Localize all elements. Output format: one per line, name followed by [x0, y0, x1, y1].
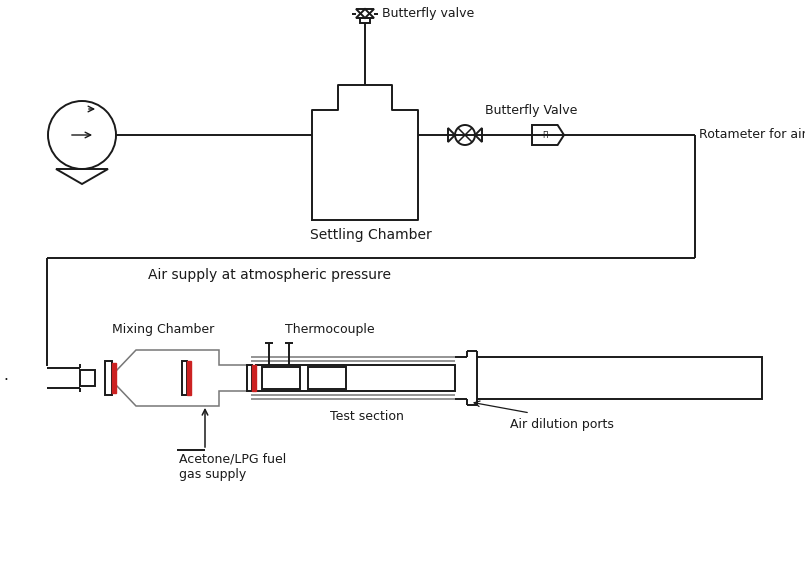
Text: .: .	[3, 368, 8, 384]
Bar	[112, 363, 116, 393]
Text: Thermocouple: Thermocouple	[285, 323, 375, 336]
Bar	[182, 361, 187, 395]
Bar	[80, 370, 95, 386]
Bar	[187, 361, 191, 395]
Polygon shape	[116, 350, 247, 406]
Bar	[308, 367, 346, 389]
Text: Butterfly Valve: Butterfly Valve	[485, 104, 577, 117]
Text: Rotameter for air: Rotameter for air	[699, 128, 805, 141]
Bar	[256, 365, 455, 391]
Bar	[262, 367, 300, 389]
Text: Acetone/LPG fuel
gas supply: Acetone/LPG fuel gas supply	[179, 453, 287, 481]
Text: Test section: Test section	[330, 410, 404, 423]
Bar	[105, 361, 112, 395]
Text: Settling Chamber: Settling Chamber	[310, 228, 431, 242]
Text: Mixing Chamber: Mixing Chamber	[112, 323, 214, 336]
Text: FI: FI	[543, 131, 549, 140]
Text: Air supply at atmospheric pressure: Air supply at atmospheric pressure	[148, 268, 391, 282]
Text: Butterfly valve: Butterfly valve	[382, 7, 474, 20]
Bar	[477, 357, 762, 399]
Bar	[360, 18, 370, 23]
Text: Air dilution ports: Air dilution ports	[510, 418, 614, 431]
Bar	[252, 365, 256, 391]
Bar	[247, 365, 252, 391]
